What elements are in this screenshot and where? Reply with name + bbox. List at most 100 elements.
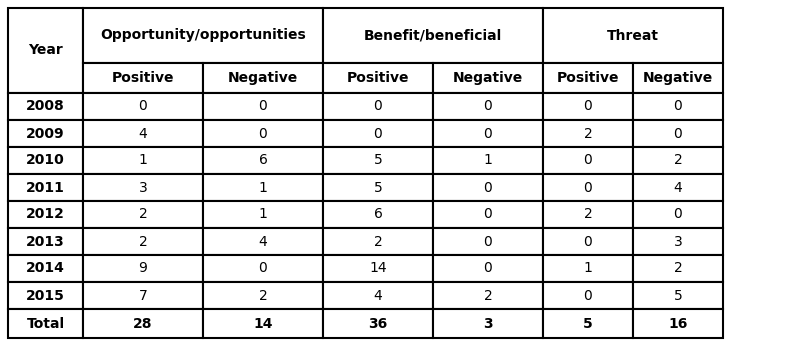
Text: 2: 2 <box>139 208 148 222</box>
Bar <box>8 147 83 174</box>
Text: 2015: 2015 <box>26 289 65 303</box>
Bar <box>432 174 542 201</box>
Bar <box>203 93 322 120</box>
Text: 1: 1 <box>583 262 592 276</box>
Bar <box>83 8 322 63</box>
Bar <box>8 93 83 120</box>
Bar <box>432 147 542 174</box>
Text: 2010: 2010 <box>26 154 65 168</box>
Text: 2: 2 <box>673 262 682 276</box>
Bar <box>8 174 83 201</box>
Bar <box>542 8 722 63</box>
Bar <box>203 282 322 309</box>
Text: Opportunity/opportunities: Opportunity/opportunities <box>100 28 306 42</box>
Bar <box>83 255 203 282</box>
Text: 0: 0 <box>258 262 267 276</box>
Bar <box>432 228 542 255</box>
Text: 2: 2 <box>673 154 682 168</box>
Text: 2: 2 <box>583 127 592 141</box>
Text: 0: 0 <box>583 154 592 168</box>
Text: 0: 0 <box>258 100 267 114</box>
Text: 0: 0 <box>483 100 492 114</box>
Text: 2: 2 <box>373 235 382 249</box>
Text: 0: 0 <box>483 181 492 195</box>
Text: 0: 0 <box>373 100 382 114</box>
Text: 2013: 2013 <box>26 235 65 249</box>
Text: 4: 4 <box>258 235 267 249</box>
Bar <box>83 309 203 338</box>
Bar <box>83 174 203 201</box>
Bar <box>203 174 322 201</box>
Text: 6: 6 <box>258 154 267 168</box>
Bar <box>203 228 322 255</box>
Text: 14: 14 <box>369 262 387 276</box>
Text: 1: 1 <box>258 181 267 195</box>
Bar <box>203 255 322 282</box>
Bar <box>542 147 632 174</box>
Text: 3: 3 <box>139 181 148 195</box>
Bar <box>322 8 542 63</box>
Text: Threat: Threat <box>606 28 658 42</box>
Bar <box>632 228 722 255</box>
Bar <box>322 309 432 338</box>
Text: 5: 5 <box>673 289 682 303</box>
Bar <box>432 309 542 338</box>
Text: 2: 2 <box>258 289 267 303</box>
Bar <box>203 120 322 147</box>
Bar <box>632 93 722 120</box>
Text: 2: 2 <box>583 208 592 222</box>
Text: 5: 5 <box>373 181 382 195</box>
Text: 5: 5 <box>582 316 592 330</box>
Text: 2014: 2014 <box>26 262 65 276</box>
Bar <box>632 255 722 282</box>
Bar <box>83 63 203 93</box>
Bar <box>83 93 203 120</box>
Text: 2009: 2009 <box>26 127 65 141</box>
Text: 4: 4 <box>373 289 382 303</box>
Text: 2: 2 <box>483 289 492 303</box>
Text: 0: 0 <box>673 127 682 141</box>
Bar <box>432 255 542 282</box>
Bar <box>322 255 432 282</box>
Bar <box>83 120 203 147</box>
Text: Positive: Positive <box>111 71 174 85</box>
Text: 0: 0 <box>258 127 267 141</box>
Text: 0: 0 <box>673 208 682 222</box>
Bar <box>542 309 632 338</box>
Bar <box>83 201 203 228</box>
Bar <box>542 174 632 201</box>
Bar <box>632 309 722 338</box>
Text: Negative: Negative <box>452 71 522 85</box>
Text: 0: 0 <box>583 235 592 249</box>
Bar <box>432 63 542 93</box>
Text: Year: Year <box>28 43 63 57</box>
Text: 0: 0 <box>673 100 682 114</box>
Text: 28: 28 <box>133 316 152 330</box>
Bar <box>8 201 83 228</box>
Text: 7: 7 <box>139 289 148 303</box>
Bar <box>542 63 632 93</box>
Bar <box>83 147 203 174</box>
Text: 2012: 2012 <box>26 208 65 222</box>
Text: 0: 0 <box>583 289 592 303</box>
Text: 6: 6 <box>373 208 382 222</box>
Bar <box>322 201 432 228</box>
Text: 14: 14 <box>253 316 273 330</box>
Bar <box>8 8 83 93</box>
Text: 4: 4 <box>673 181 682 195</box>
Text: Total: Total <box>26 316 64 330</box>
Bar <box>542 201 632 228</box>
Text: 2011: 2011 <box>26 181 65 195</box>
Bar <box>632 174 722 201</box>
Bar <box>632 63 722 93</box>
Bar <box>432 282 542 309</box>
Bar <box>8 120 83 147</box>
Bar <box>432 93 542 120</box>
Bar <box>542 228 632 255</box>
Text: Benefit/beneficial: Benefit/beneficial <box>363 28 501 42</box>
Text: 0: 0 <box>483 208 492 222</box>
Bar <box>203 147 322 174</box>
Text: 1: 1 <box>258 208 267 222</box>
Bar <box>322 282 432 309</box>
Text: 2008: 2008 <box>26 100 65 114</box>
